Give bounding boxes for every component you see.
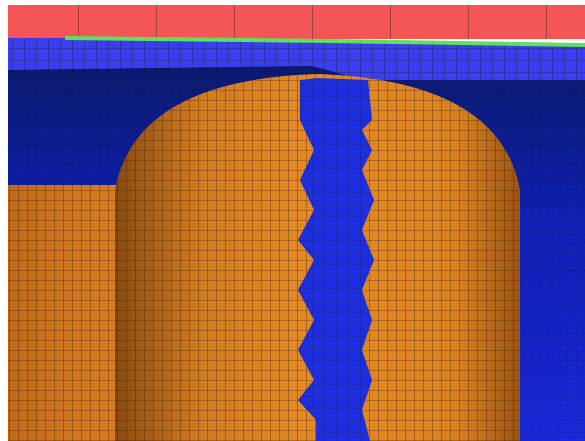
mesh-render [0,0,585,441]
red-mesh [8,5,585,39]
left-block-mesh [8,185,116,441]
page [0,0,585,441]
